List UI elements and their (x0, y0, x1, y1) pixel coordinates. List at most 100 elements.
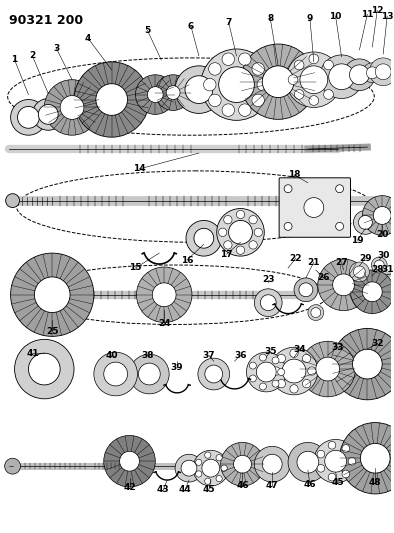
Circle shape (359, 215, 372, 229)
Circle shape (371, 257, 387, 273)
Circle shape (175, 66, 223, 114)
Text: 26: 26 (318, 273, 330, 282)
Circle shape (204, 478, 211, 484)
Circle shape (185, 76, 213, 103)
Text: 30: 30 (377, 251, 389, 260)
Circle shape (28, 353, 60, 385)
Circle shape (329, 64, 355, 90)
Circle shape (284, 222, 292, 230)
Circle shape (288, 75, 298, 85)
Circle shape (204, 78, 216, 91)
Circle shape (317, 464, 325, 472)
Text: 9: 9 (307, 14, 313, 23)
Circle shape (375, 64, 391, 80)
Circle shape (11, 253, 94, 336)
Circle shape (209, 94, 221, 107)
Circle shape (201, 49, 272, 120)
Circle shape (195, 471, 202, 477)
Circle shape (209, 63, 221, 75)
Text: 46: 46 (303, 480, 316, 489)
Text: 10: 10 (329, 12, 342, 21)
Circle shape (349, 65, 369, 85)
Circle shape (219, 67, 255, 102)
Circle shape (272, 367, 281, 375)
Circle shape (328, 473, 336, 481)
Circle shape (252, 94, 264, 107)
Text: 15: 15 (129, 263, 142, 272)
Text: 43: 43 (157, 486, 169, 495)
Text: 44: 44 (178, 486, 191, 495)
Circle shape (299, 283, 313, 297)
Circle shape (351, 270, 394, 313)
Circle shape (349, 262, 369, 282)
Circle shape (15, 340, 74, 399)
Text: 14: 14 (133, 164, 146, 173)
Text: 37: 37 (203, 351, 215, 360)
Circle shape (216, 475, 222, 482)
Circle shape (362, 63, 382, 83)
Circle shape (316, 357, 340, 381)
Circle shape (277, 354, 286, 362)
Circle shape (38, 104, 58, 124)
Circle shape (308, 305, 324, 320)
Circle shape (290, 385, 298, 393)
Circle shape (300, 341, 355, 397)
Circle shape (256, 362, 276, 382)
Circle shape (294, 278, 318, 302)
Text: 8: 8 (267, 14, 273, 23)
Circle shape (155, 75, 191, 110)
Circle shape (240, 44, 316, 119)
Circle shape (221, 465, 227, 471)
Circle shape (249, 215, 257, 224)
Circle shape (252, 63, 264, 75)
Text: 45: 45 (203, 486, 215, 495)
Circle shape (340, 423, 394, 494)
Circle shape (204, 452, 211, 458)
Circle shape (222, 53, 234, 66)
Text: 45: 45 (331, 478, 344, 487)
Text: 19: 19 (351, 236, 364, 245)
Circle shape (193, 450, 229, 486)
Text: 90321 200: 90321 200 (9, 14, 83, 27)
Circle shape (224, 241, 232, 249)
Text: 13: 13 (381, 12, 393, 21)
Text: 31: 31 (381, 265, 393, 274)
Circle shape (216, 455, 222, 461)
Text: 39: 39 (171, 362, 183, 372)
Text: 17: 17 (220, 249, 233, 259)
Circle shape (286, 52, 342, 108)
Circle shape (262, 66, 294, 98)
Circle shape (344, 59, 375, 91)
Circle shape (278, 368, 284, 376)
Circle shape (324, 60, 333, 70)
Text: 21: 21 (308, 257, 320, 266)
Circle shape (333, 274, 355, 296)
Circle shape (152, 283, 176, 306)
Circle shape (130, 354, 169, 394)
Circle shape (330, 75, 340, 85)
Circle shape (270, 348, 318, 395)
Circle shape (234, 455, 251, 473)
Circle shape (304, 198, 324, 217)
Circle shape (303, 354, 311, 362)
Text: 48: 48 (369, 478, 381, 487)
Circle shape (303, 379, 311, 388)
Text: 3: 3 (53, 44, 59, 52)
Circle shape (362, 196, 394, 235)
Text: 33: 33 (331, 343, 344, 352)
Circle shape (260, 383, 266, 390)
Circle shape (317, 450, 325, 458)
Circle shape (202, 459, 220, 477)
Circle shape (277, 379, 286, 388)
Circle shape (353, 211, 377, 235)
Text: 11: 11 (361, 10, 374, 19)
Circle shape (342, 470, 349, 478)
Text: 4: 4 (85, 34, 91, 43)
Circle shape (246, 352, 286, 392)
Circle shape (314, 439, 357, 483)
Circle shape (260, 295, 276, 311)
Circle shape (308, 367, 316, 375)
Text: 20: 20 (376, 230, 388, 239)
Circle shape (249, 241, 257, 249)
Text: 41: 41 (26, 349, 39, 358)
